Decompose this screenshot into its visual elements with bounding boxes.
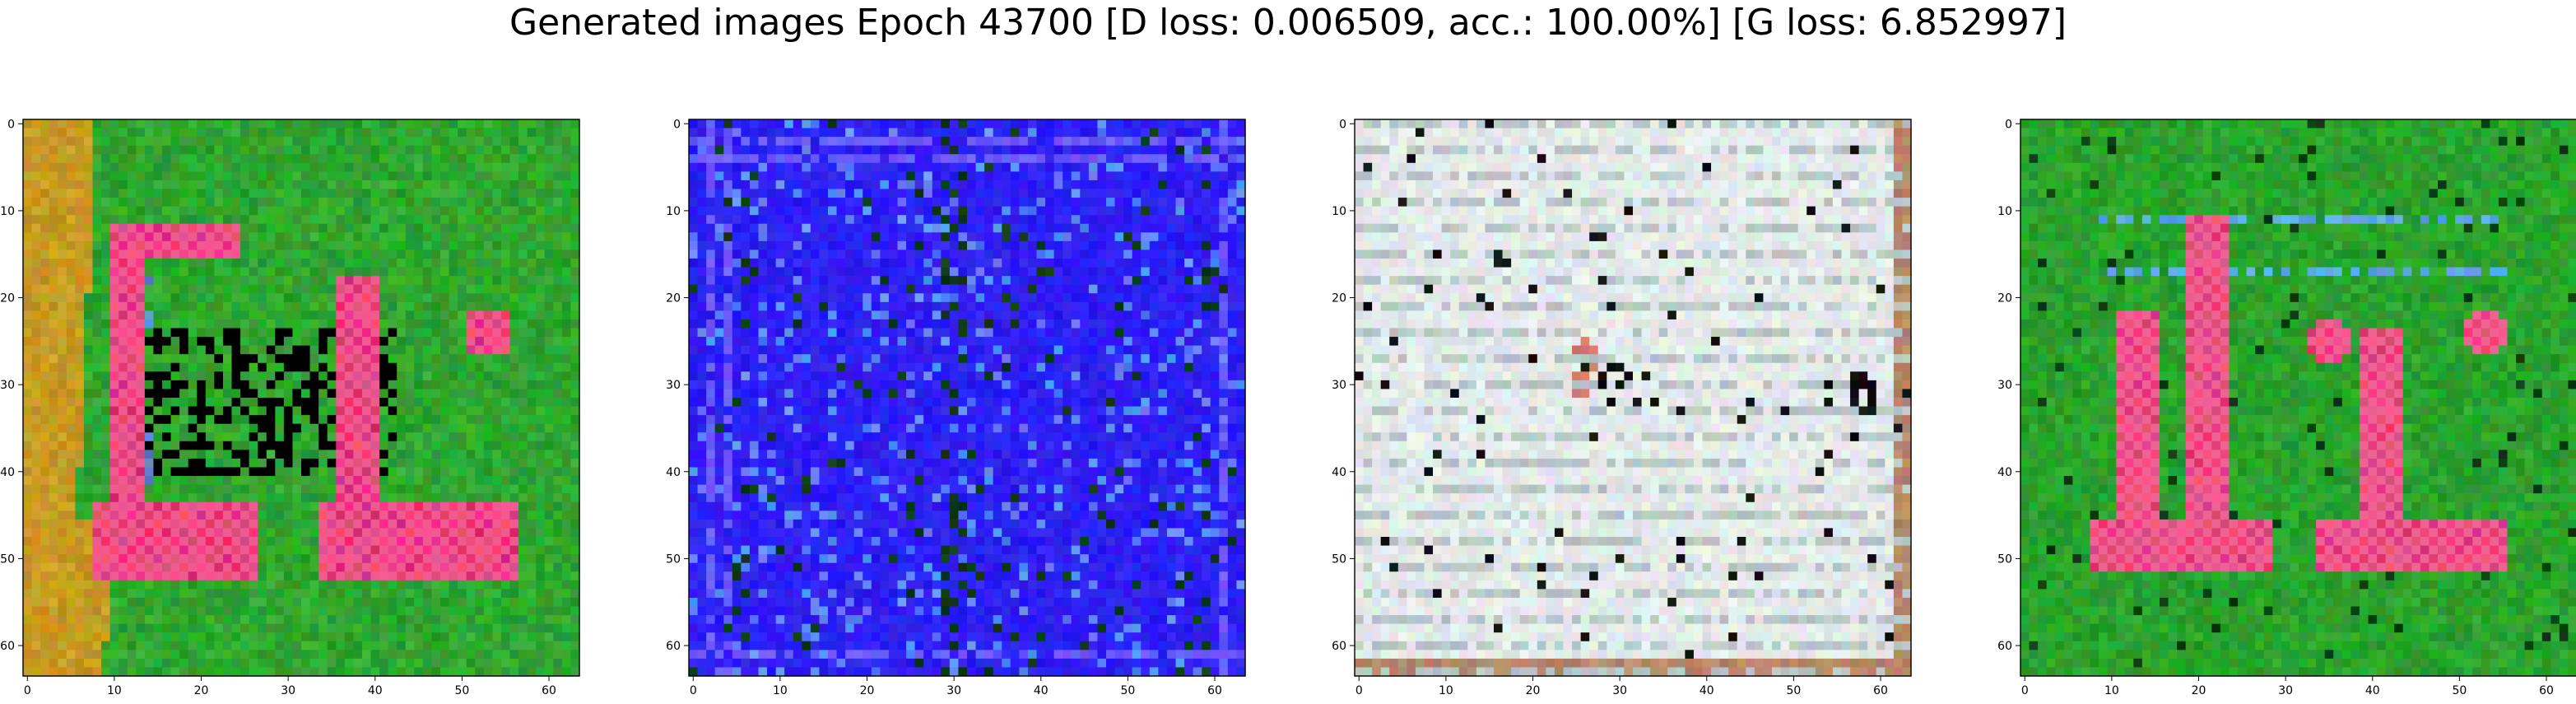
y-tick-label: 30 — [1332, 379, 1346, 392]
y-tick-label: 50 — [1997, 552, 2012, 566]
generated-image — [23, 119, 580, 677]
y-tick-label: 40 — [0, 466, 15, 479]
y-tick-label: 10 — [0, 205, 15, 218]
generated-image — [1355, 119, 1912, 677]
y-tick-label: 40 — [666, 466, 681, 479]
y-tick-label: 0 — [7, 118, 15, 131]
y-tick-label: 50 — [0, 552, 15, 566]
y-tick-label: 0 — [2005, 118, 2012, 131]
y-tick-label: 50 — [666, 552, 681, 566]
y-tick-label: 20 — [1997, 292, 2012, 305]
figure-title: Generated images Epoch 43700 [D loss: 0.… — [0, 0, 2576, 46]
y-tick-label: 10 — [666, 205, 681, 218]
y-tick-label: 20 — [1332, 292, 1346, 305]
y-tick-label: 60 — [1997, 640, 2012, 653]
y-tick-label: 20 — [0, 292, 15, 305]
y-tick-label: 60 — [1332, 640, 1346, 653]
y-tick-label: 30 — [666, 379, 681, 392]
y-tick-label: 20 — [666, 292, 681, 305]
y-tick-label: 40 — [1332, 466, 1346, 479]
generated-image — [2020, 119, 2576, 677]
y-tick-label: 0 — [673, 118, 681, 131]
generated-image — [689, 119, 1246, 677]
y-tick-label: 60 — [666, 640, 681, 653]
y-tick-label: 30 — [1997, 379, 2012, 392]
y-tick-label: 60 — [0, 640, 15, 653]
y-tick-label: 40 — [1997, 466, 2012, 479]
y-tick-label: 30 — [0, 379, 15, 392]
y-tick-label: 50 — [1332, 552, 1346, 566]
y-tick-label: 10 — [1332, 205, 1346, 218]
y-tick-label: 10 — [1997, 205, 2012, 218]
y-tick-label: 0 — [1339, 118, 1346, 131]
